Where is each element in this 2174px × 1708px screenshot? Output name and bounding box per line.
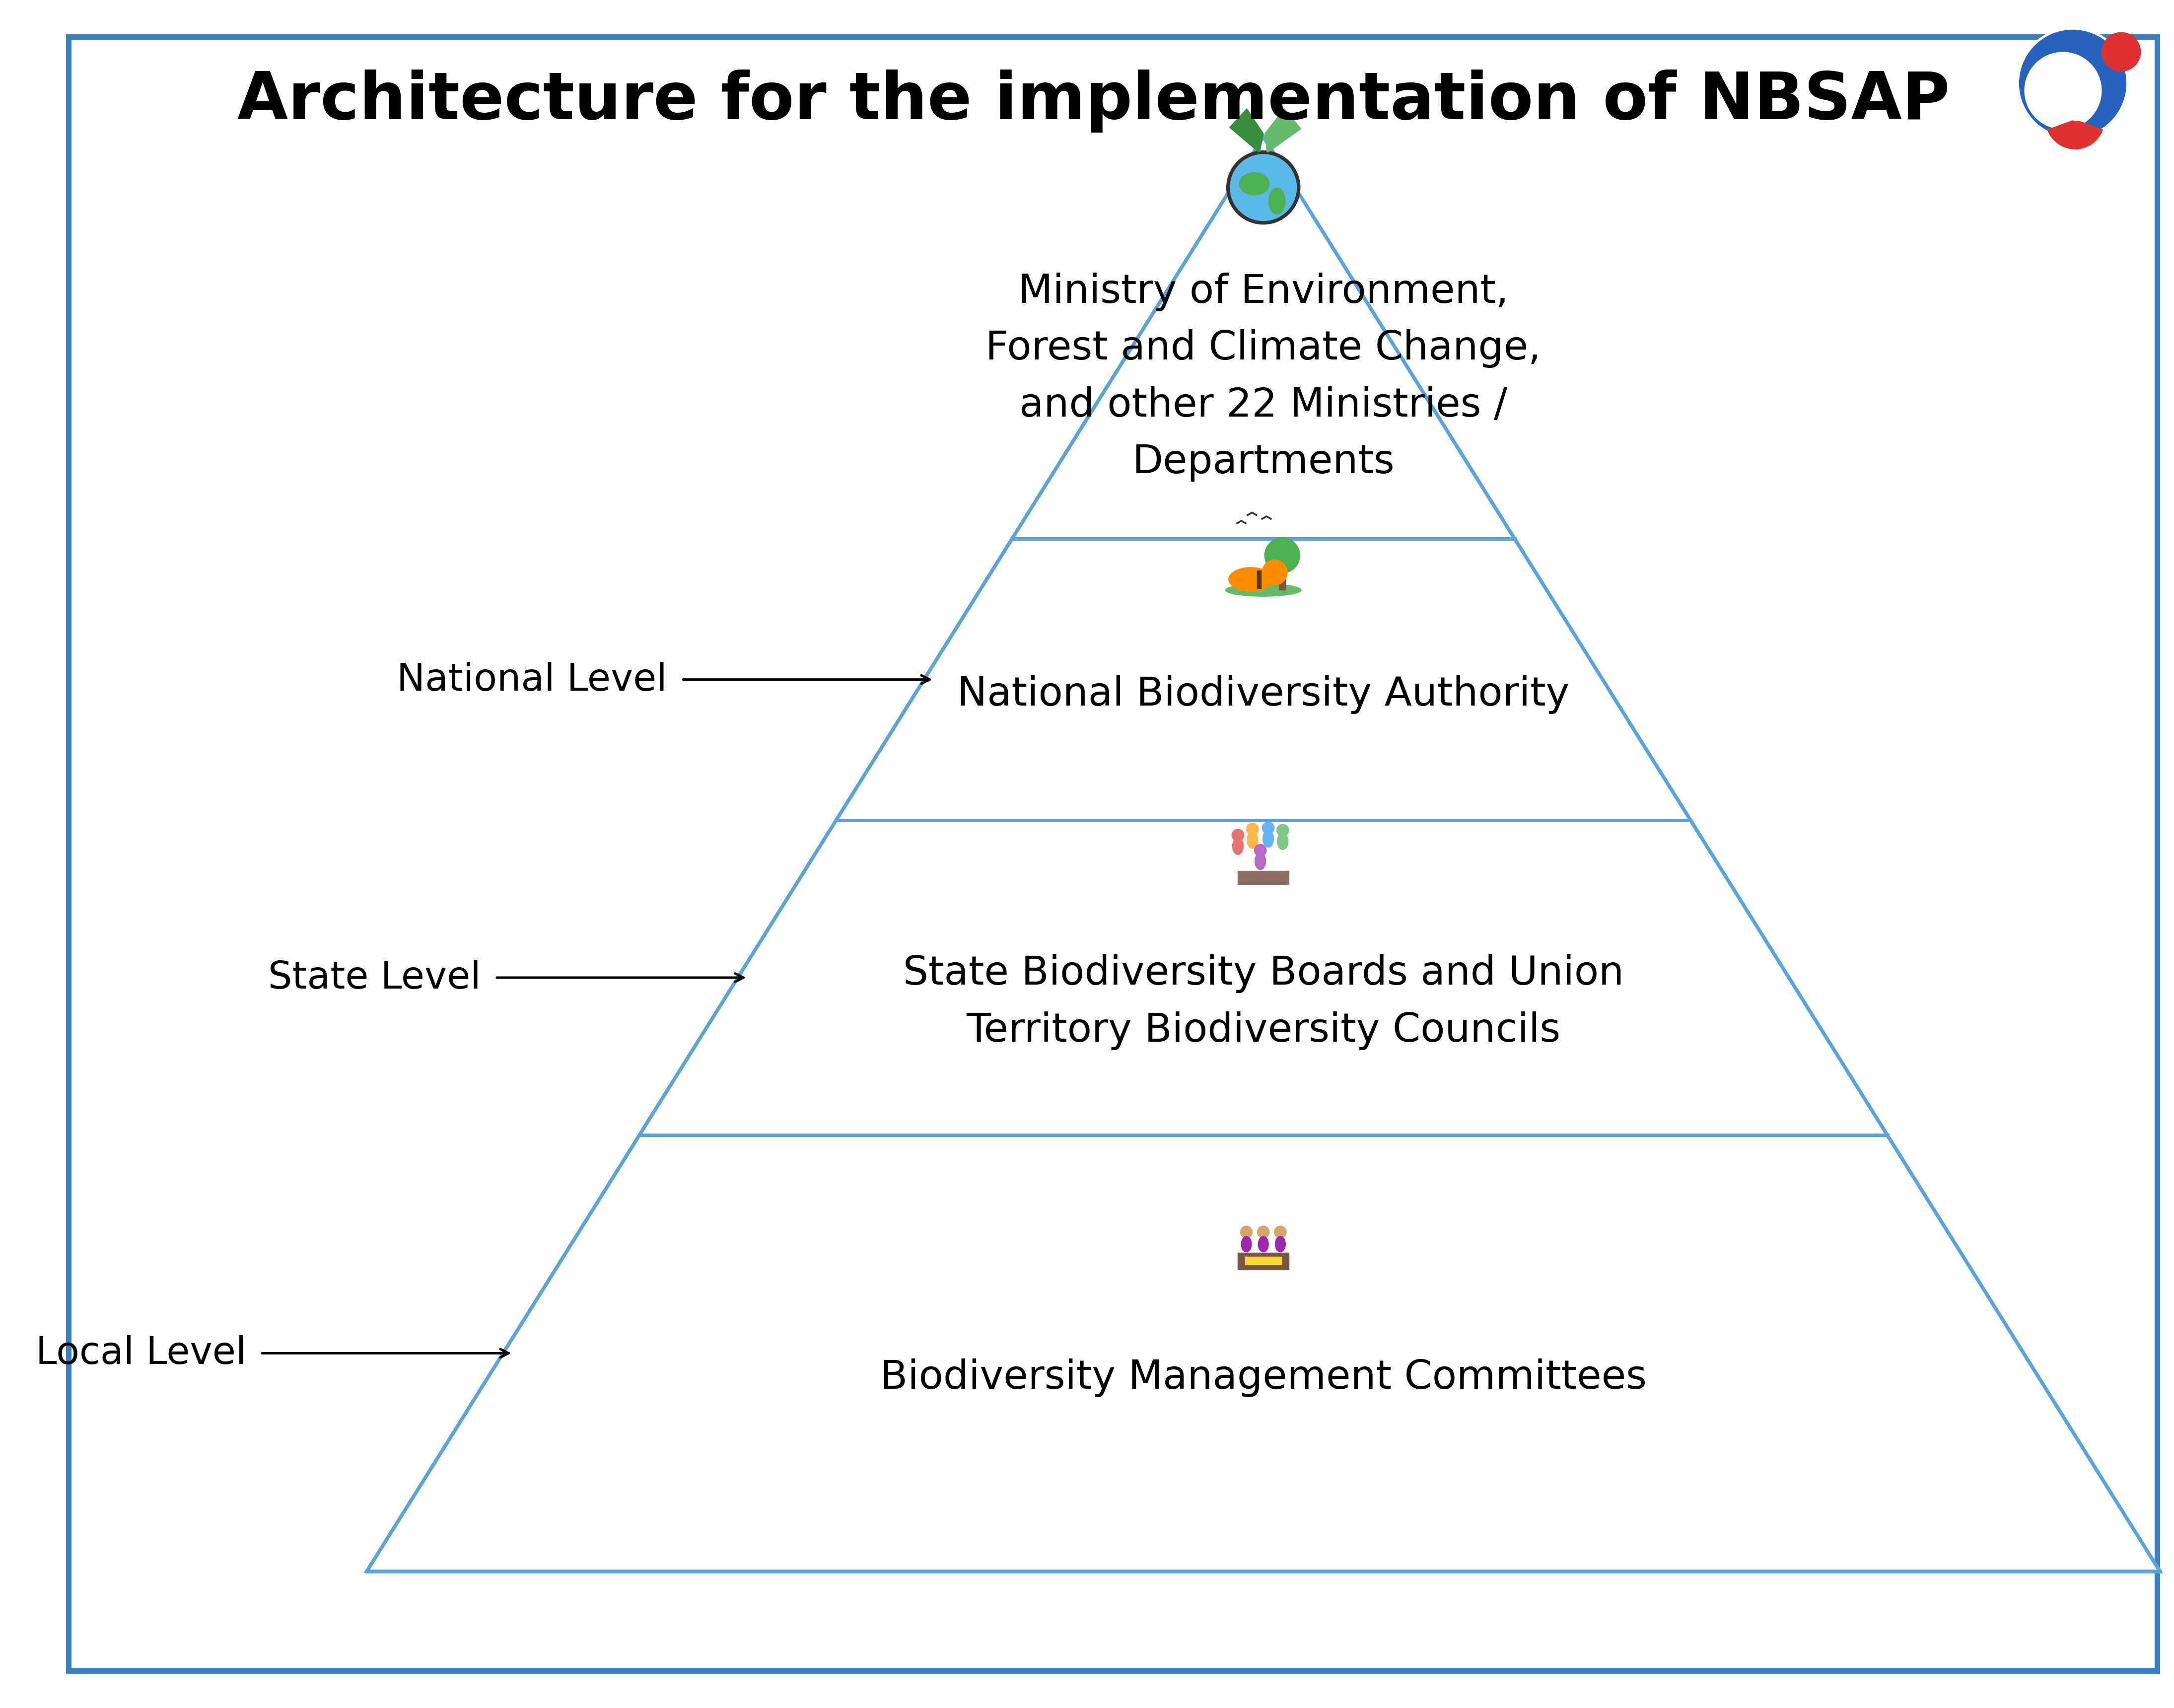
Text: State Level: State Level [267, 960, 480, 996]
FancyBboxPatch shape [1237, 1252, 1289, 1269]
FancyBboxPatch shape [1278, 562, 1285, 591]
Circle shape [1228, 152, 1300, 224]
FancyBboxPatch shape [70, 38, 2157, 1670]
Ellipse shape [1278, 834, 1289, 851]
Text: Biodiversity Management Committees: Biodiversity Management Committees [880, 1358, 1646, 1397]
Circle shape [2024, 53, 2102, 130]
Ellipse shape [1254, 852, 1265, 869]
FancyBboxPatch shape [1257, 570, 1261, 589]
Circle shape [1263, 822, 1274, 834]
Circle shape [2020, 31, 2126, 137]
Ellipse shape [1239, 173, 1270, 195]
Text: National Level: National Level [398, 661, 667, 699]
Circle shape [1246, 823, 1259, 835]
Ellipse shape [1259, 1237, 1267, 1252]
Text: Ministry of Environment,
Forest and Climate Change,
and other 22 Ministries /
De: Ministry of Environment, Forest and Clim… [985, 272, 1541, 482]
Ellipse shape [1276, 1237, 1285, 1252]
Text: National Biodiversity Authority: National Biodiversity Authority [957, 675, 1570, 714]
Ellipse shape [1248, 832, 1259, 849]
Circle shape [1263, 560, 1287, 586]
Ellipse shape [1233, 839, 1244, 854]
Ellipse shape [1226, 584, 1302, 596]
Polygon shape [1265, 109, 1300, 154]
Circle shape [1276, 825, 1289, 837]
Ellipse shape [1270, 188, 1285, 215]
Circle shape [1254, 844, 1267, 857]
Circle shape [2017, 27, 2128, 140]
Circle shape [1265, 538, 1300, 574]
Circle shape [1233, 830, 1244, 842]
Polygon shape [367, 137, 2161, 1571]
FancyBboxPatch shape [1257, 570, 1261, 589]
Text: Local Level: Local Level [35, 1336, 246, 1372]
Circle shape [2102, 32, 2141, 72]
Text: State Biodiversity Boards and Union
Territory Biodiversity Councils: State Biodiversity Boards and Union Terr… [902, 955, 1624, 1050]
Wedge shape [2048, 120, 2102, 150]
Text: Architecture for the implementation of NBSAP: Architecture for the implementation of N… [237, 70, 1950, 132]
Ellipse shape [1241, 1237, 1252, 1252]
Ellipse shape [1263, 830, 1274, 847]
Circle shape [1274, 1226, 1287, 1238]
FancyBboxPatch shape [1246, 1257, 1280, 1266]
Circle shape [2057, 80, 2098, 121]
FancyBboxPatch shape [1257, 570, 1261, 589]
Ellipse shape [1228, 567, 1272, 591]
Circle shape [1241, 1226, 1252, 1238]
FancyBboxPatch shape [1237, 871, 1289, 885]
Circle shape [1257, 1226, 1270, 1238]
Polygon shape [1230, 109, 1263, 154]
Circle shape [1228, 154, 1298, 222]
